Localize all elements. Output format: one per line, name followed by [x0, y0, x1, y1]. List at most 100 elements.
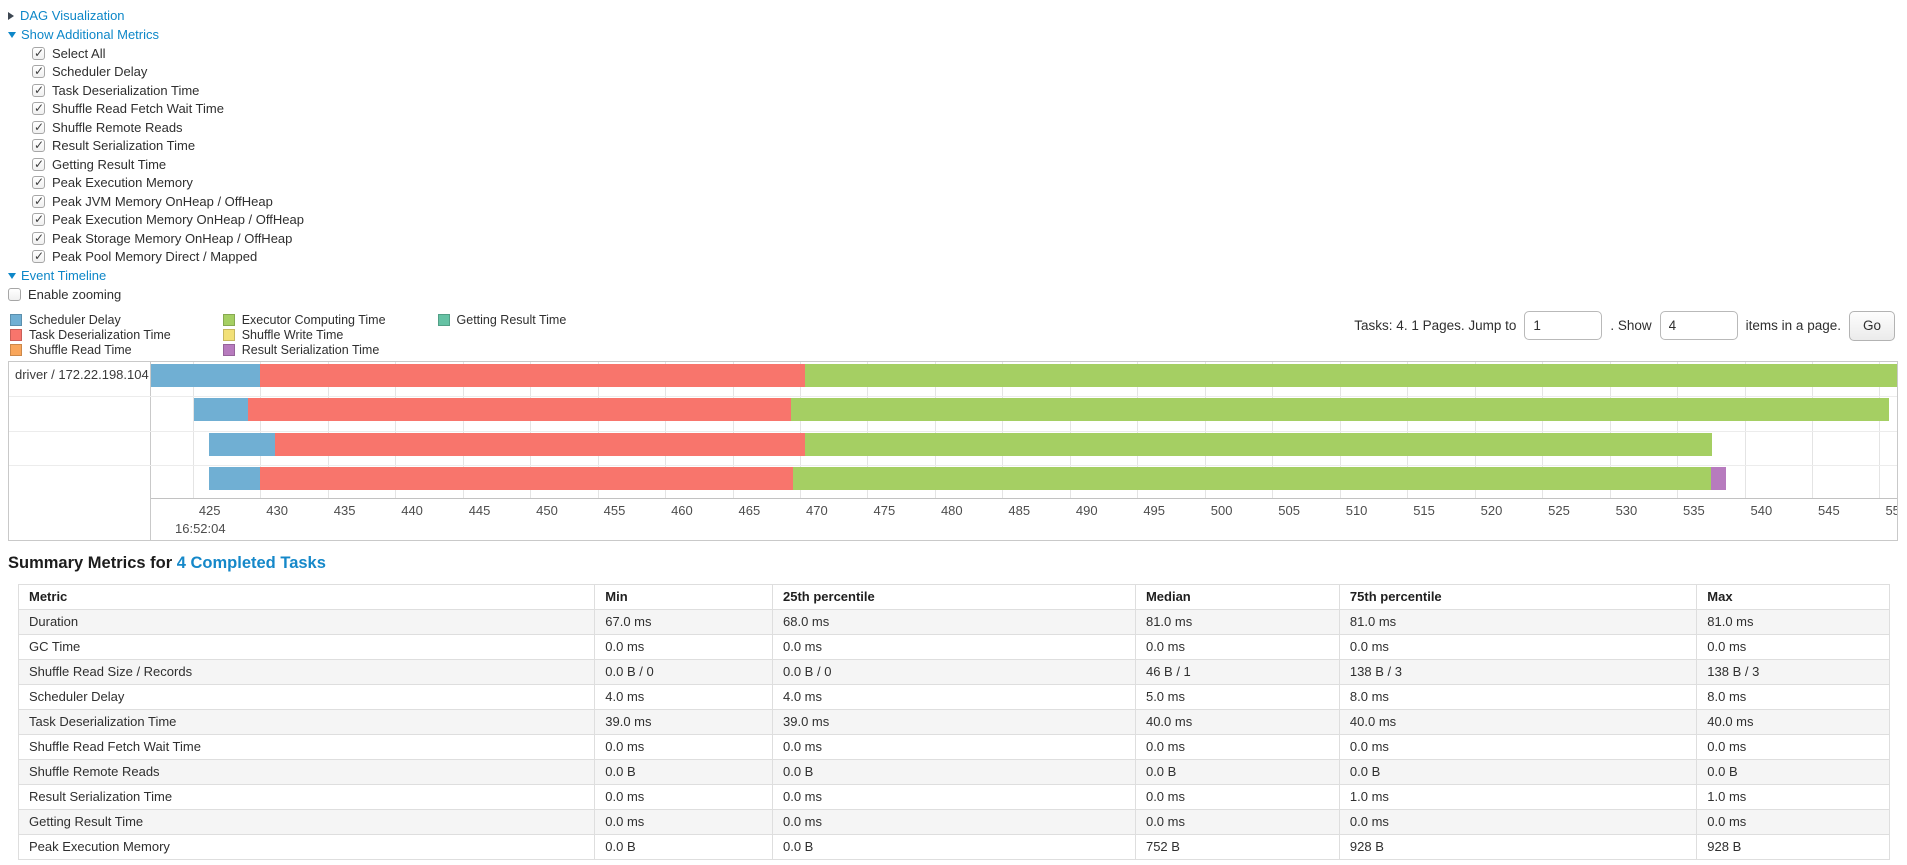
metric-value-cell: 0.0 ms [1696, 633, 1890, 660]
completed-tasks-link[interactable]: 4 Completed Tasks [176, 553, 326, 572]
legend-label: Scheduler Delay [29, 313, 121, 327]
metric-checkbox-row-shuffle-read-fetch-wait-time[interactable]: Shuffle Read Fetch Wait Time [32, 100, 1907, 119]
axis-tick-label: 480 [940, 502, 963, 518]
metric-name-cell: Scheduler Delay [17, 683, 596, 710]
metric-value-cell: 81.0 ms [1134, 608, 1340, 635]
metric-value-cell: 81.0 ms [1696, 608, 1890, 635]
event-timeline-link[interactable]: Event Timeline [21, 268, 107, 283]
timeline-bar-result-serialization[interactable] [1710, 466, 1726, 490]
metric-checkbox-label: Task Deserialization Time [52, 82, 200, 98]
metric-checkbox[interactable] [32, 120, 45, 134]
axis-gridline [1339, 361, 1341, 499]
metric-checkbox-row-peak-execution-memory[interactable]: Peak Execution Memory [32, 174, 1907, 193]
metric-value-cell: 138 B / 3 [1696, 658, 1890, 685]
metric-value-cell: 0.0 B [1134, 758, 1340, 785]
show-additional-metrics-toggle[interactable]: Show Additional Metrics [8, 25, 1907, 44]
metric-checkbox[interactable] [32, 46, 45, 60]
show-additional-metrics-link[interactable]: Show Additional Metrics [21, 27, 160, 42]
metric-checkbox-label: Peak Execution Memory OnHeap / OffHeap [52, 212, 304, 228]
metric-value-cell: 1.0 ms [1696, 783, 1890, 810]
timeline-bar-task-deserialization[interactable] [260, 364, 806, 387]
timeline-bar-task-deserialization[interactable] [260, 466, 794, 490]
timeline-bar-executor-computing[interactable] [793, 466, 1711, 490]
metric-checkbox[interactable] [32, 249, 45, 264]
table-row-result-serialization-time: Result Serialization Time 0.0 ms 0.0 ms 0.0… [17, 783, 1890, 810]
metric-checkbox-row-shuffle-remote-reads[interactable]: Shuffle Remote Reads [32, 118, 1907, 137]
metric-value-cell: 0.0 ms [1696, 733, 1890, 760]
metric-name-cell: Getting Result Time [17, 808, 596, 835]
metric-value-cell: 0.0 ms [594, 633, 773, 660]
timeline-bar-task-deserialization[interactable] [275, 432, 806, 456]
axis-tick-label: 525 [1548, 502, 1570, 518]
metric-checkbox[interactable] [32, 231, 45, 245]
metric-checkbox-row-peak-execution-memory-onheap-offheap[interactable]: Peak Execution Memory OnHeap / OffHeap [32, 211, 1907, 230]
metric-checkbox-row-getting-result-time[interactable]: Getting Result Time [32, 155, 1907, 174]
go-button[interactable]: Go [1848, 310, 1895, 341]
metric-value-cell: 0.0 ms [1338, 633, 1698, 660]
legend-item-result-serialization-time: Result Serialization Time [222, 343, 386, 358]
legend-swatch-icon [10, 344, 22, 356]
items-per-page-input[interactable] [1659, 311, 1738, 340]
axis-gridline [1272, 361, 1274, 499]
metric-checkbox-row-scheduler-delay[interactable]: Scheduler Delay [32, 63, 1907, 82]
legend-item-shuffle-write-time: Shuffle Write Time [222, 328, 386, 343]
metric-checkbox-row-peak-jvm-memory-onheap-offheap[interactable]: Peak JVM Memory OnHeap / OffHeap [32, 192, 1907, 211]
metric-value-cell: 0.0 ms [1696, 808, 1890, 835]
metric-name-cell: GC Time [17, 633, 596, 660]
metric-checkbox[interactable] [32, 212, 45, 227]
metric-value-cell: 138 B / 3 [1338, 658, 1698, 685]
metric-checkbox-row-select-all[interactable]: Select All [32, 44, 1907, 63]
metric-checkbox-label: Peak Pool Memory Direct / Mapped [52, 249, 258, 265]
metric-checkbox-row-peak-pool-memory-direct-mapped[interactable]: Peak Pool Memory Direct / Mapped [32, 248, 1907, 267]
summary-metrics-table: Metric Min 25th percentile Median 75th perce… [17, 583, 1890, 860]
timeline-plot-area[interactable]: 16:52:04 425 430 435 440 445 450 455 460 465 470 4… [151, 361, 1897, 540]
metric-checkbox[interactable] [32, 194, 45, 208]
legend-item-scheduler-delay: Scheduler Delay [10, 313, 171, 328]
metric-checkbox-row-peak-storage-memory-onheap-offheap[interactable]: Peak Storage Memory OnHeap / OffHeap [32, 229, 1907, 248]
timeline-controls-strip: Scheduler Delay Task Deserialization Time… [8, 309, 1907, 361]
axis-tick-label: 475 [873, 502, 896, 518]
metric-checkbox-row-task-deserialization-time[interactable]: Task Deserialization Time [32, 81, 1907, 100]
metric-value-cell: 0.0 B [772, 833, 1136, 860]
metric-checkbox[interactable] [32, 138, 45, 153]
metric-checkbox[interactable] [32, 83, 45, 97]
axis-gridline [1002, 361, 1004, 499]
timeline-bar-scheduler-delay[interactable] [151, 364, 261, 387]
dag-visualization-link[interactable]: DAG Visualization [20, 8, 125, 23]
enable-zooming-checkbox[interactable] [8, 287, 21, 301]
legend-swatch-icon [10, 329, 22, 341]
metric-checkbox[interactable] [32, 64, 45, 79]
timeline-bar-executor-computing[interactable] [790, 398, 1889, 422]
timeline-legend: Scheduler Delay Task Deserialization Time… [10, 313, 566, 358]
legend-swatch-icon [222, 329, 235, 341]
metric-name-cell: Shuffle Remote Reads [17, 758, 596, 785]
metric-checkbox[interactable] [32, 101, 45, 116]
metric-checkbox[interactable] [32, 157, 45, 171]
metric-checkbox-row-result-serialization-time[interactable]: Result Serialization Time [32, 137, 1907, 156]
timeline-bar-executor-computing[interactable] [805, 364, 1897, 387]
axis-gridline [597, 361, 599, 499]
axis-tick-label: 485 [1008, 502, 1031, 518]
dag-visualization-toggle[interactable]: DAG Visualization [8, 6, 1907, 25]
event-timeline-chart: driver / 172.22.198.104 16:52:04 425 430 4… [8, 360, 1898, 541]
jump-to-page-input[interactable] [1524, 311, 1603, 340]
legend-swatch-icon [10, 314, 22, 326]
metric-checkbox[interactable] [32, 175, 45, 190]
axis-gridline [1609, 361, 1611, 499]
enable-zooming-row[interactable]: Enable zooming [8, 285, 1907, 304]
axis-gridline [1137, 361, 1139, 499]
metric-value-cell: 0.0 ms [772, 783, 1136, 810]
timeline-bar-executor-computing[interactable] [805, 432, 1713, 456]
axis-gridline [1474, 361, 1476, 499]
collapsed-arrow-icon [8, 11, 14, 20]
event-timeline-toggle[interactable]: Event Timeline [8, 266, 1907, 285]
timeline-bar-task-deserialization[interactable] [248, 398, 791, 422]
timeline-bar-scheduler-delay[interactable] [194, 398, 249, 422]
legend-swatch-icon [222, 344, 235, 356]
column-header-median: Median [1134, 583, 1340, 610]
metric-value-cell: 68.0 ms [772, 608, 1136, 635]
metric-name-cell: Shuffle Read Fetch Wait Time [17, 733, 596, 760]
timeline-bar-scheduler-delay[interactable] [209, 432, 276, 456]
legend-label: Executor Computing Time [241, 313, 386, 327]
timeline-bar-scheduler-delay[interactable] [209, 466, 261, 490]
